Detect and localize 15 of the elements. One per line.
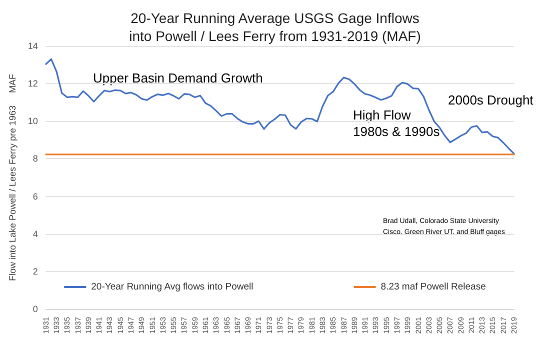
y-tick-label: 2	[32, 266, 38, 276]
y-tick-label: 12	[28, 78, 38, 89]
y-tick-label: 14	[28, 41, 38, 51]
y-tick-label: 4	[32, 228, 38, 239]
y-tick-label: 10	[28, 116, 38, 126]
chart-title: 20-Year Running Average USGS Gage Inflows into Powell / Lees Ferry from 1931-2019 (MAF)	[129, 10, 421, 44]
y-tick-label: 0	[32, 304, 38, 314]
legend-label: 8.23 maf Powell Release	[380, 282, 486, 292]
legend-label: 20-Year Running Avg flows into Powell	[91, 282, 254, 292]
annotation: Upper Basin Demand Growth	[93, 70, 263, 86]
y-tick-label: 8	[32, 154, 38, 164]
annotation: 2000s Drought	[448, 92, 534, 108]
annotation: High Flow 1980s & 1990s	[353, 108, 440, 139]
y-axis-title: Flow into Lake Powell / Lees Ferry pre 1963 MAF	[8, 73, 18, 282]
y-tick-label: 6	[32, 191, 38, 202]
